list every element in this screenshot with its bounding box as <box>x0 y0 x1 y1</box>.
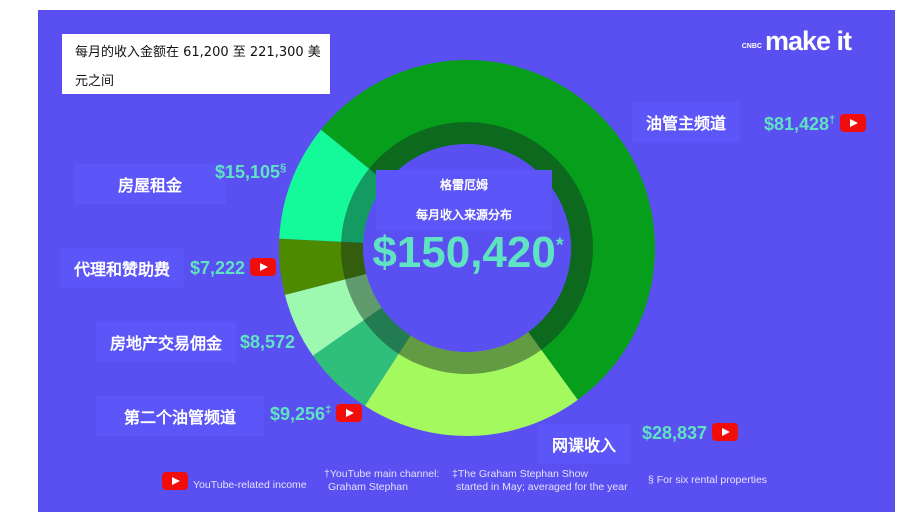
amount-courses: $28,837 <box>642 423 739 444</box>
label-courses: 网课收入 <box>538 424 631 464</box>
infographic: 每月的收入金额在 61,200 至 221,300 美元之间 CNBC make … <box>38 10 895 512</box>
chart-subtitle: 每月收入来源分布 <box>415 208 512 222</box>
donut-segment-0 <box>320 59 655 400</box>
youtube-icon <box>250 258 277 276</box>
legend-youtube: YouTube-related income <box>162 472 307 492</box>
amount-rent: $15,105§ <box>215 162 287 182</box>
person-name: 格雷厄姆 <box>439 178 488 192</box>
label-main-channel: 油管主频道 <box>632 102 741 142</box>
donut-segment-2 <box>312 307 411 406</box>
footnote-double-dagger: ‡The Graham Stephan Show started in May; … <box>452 468 628 493</box>
label-rent: 房屋租金 <box>74 164 227 204</box>
amount-main-channel: $81,428† <box>764 114 867 135</box>
amount-real-estate: $8,572 <box>240 332 296 352</box>
youtube-icon <box>336 404 363 422</box>
donut-segment-1 <box>364 332 578 436</box>
donut-segment-3 <box>284 273 382 356</box>
youtube-icon <box>162 472 188 490</box>
amount-second-channel: $9,256‡ <box>270 404 363 425</box>
footnote-dagger: †YouTube main channel: Graham Stephan <box>324 468 440 493</box>
label-sponsorship: 代理和赞助费 <box>60 248 185 288</box>
label-real-estate: 房地产交易佣金 <box>96 322 237 362</box>
label-second-channel: 第二个油管频道 <box>96 396 265 436</box>
range-note: 每月的收入金额在 61,200 至 221,300 美元之间 <box>62 34 330 94</box>
total-income: $150,420* <box>372 228 564 277</box>
youtube-icon <box>840 114 867 132</box>
amount-sponsorship: $7,222 <box>190 258 277 279</box>
center-title: 格雷厄姆 每月收入来源分布 <box>376 170 552 230</box>
cnbc-make-it-logo: CNBC make it <box>741 26 852 56</box>
donut-inner-ring <box>341 122 593 374</box>
youtube-icon <box>712 423 739 441</box>
donut-segment-5 <box>279 129 387 243</box>
donut-segment-4 <box>279 238 367 295</box>
footnote-section: § For six rental properties <box>648 474 768 486</box>
